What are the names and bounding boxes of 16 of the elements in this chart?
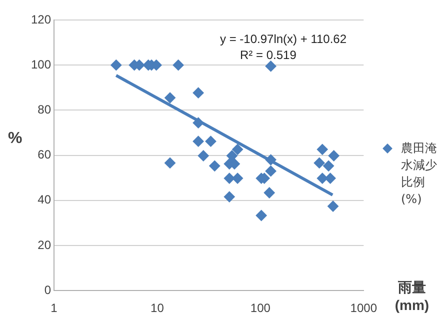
x-tick-label: 1	[50, 301, 58, 316]
y-axis-title: %	[8, 130, 22, 148]
y-tick-label: 0	[44, 282, 52, 297]
y-tick-label: 100	[30, 57, 52, 72]
x-tick-label: 1000	[350, 301, 378, 316]
annotation: y = -10.97ln(x) + 110.62	[220, 32, 347, 46]
y-tick-label: 40	[38, 192, 52, 207]
legend-label: 農田淹水減少比例(%)	[401, 140, 438, 208]
y-tick-label: 20	[38, 238, 52, 252]
y-tick-label: 120	[30, 12, 52, 26]
x-tick-label: 10	[150, 301, 164, 316]
x-tick-label: 100	[250, 301, 271, 316]
y-tick-label: 60	[38, 148, 52, 162]
annotation: R² = 0.519	[240, 48, 296, 62]
x-axis-title: 雨量 (mm)	[394, 278, 430, 314]
y-tick-label: 80	[38, 102, 52, 117]
